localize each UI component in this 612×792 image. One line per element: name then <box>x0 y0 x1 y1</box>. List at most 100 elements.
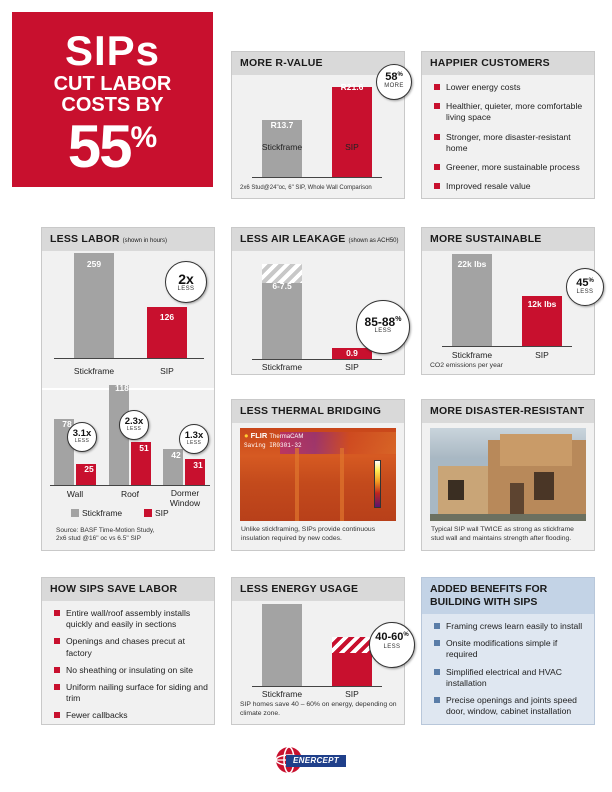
list-item: Simplified electrical and HVAC installat… <box>434 667 590 689</box>
energy-badge-big: 40-60% <box>375 631 409 643</box>
labor-roof-badge-small: LESS <box>126 425 142 432</box>
list-item: Stronger, more disaster-resistant home <box>434 132 589 154</box>
photo-upper-floor <box>500 434 572 466</box>
hero-number-percent: % <box>130 121 158 154</box>
thermal-hot-band <box>280 432 396 454</box>
hero-line3: COSTS BY <box>61 94 164 116</box>
list-item: Uniform nailing surface for siding and t… <box>54 682 210 704</box>
sustainable-bar-sip <box>522 295 562 346</box>
labor-wall-sip-value: 25 <box>84 464 94 474</box>
air-panel: LESS AIR LEAKAGE (shown as ACH50) 6-7.5 0… <box>231 227 410 375</box>
r-value-label-stickframe: R13.7 <box>270 120 294 130</box>
labor-wall-stick-value: 78 <box>62 419 72 429</box>
hero-banner: SIPs CUT LABOR COSTS BY 55% <box>12 12 213 187</box>
thermal-image: ● FLIR ThermaCAM Saving IR0301-32 <box>240 428 396 521</box>
labor-source: Source: BASF Time-Motion Study, 2x6 stud … <box>56 527 155 543</box>
sustainable-label-stickframe: 22k lbs <box>457 259 487 269</box>
labor-roof-badge-big: 2.3x <box>124 416 144 427</box>
labor-bar-dormer-stickframe <box>163 449 183 485</box>
list-item: Framing crews learn easily to install <box>434 621 590 632</box>
r-value-badge: 58% MORE <box>376 64 412 100</box>
labor-subtitle: (shown in hours) <box>122 238 168 244</box>
labor-cat-sip: SIP <box>160 366 174 376</box>
sustainable-label-sip: 12k lbs <box>527 299 557 309</box>
labor-bar-stickframe <box>74 253 114 358</box>
labor-top-axis <box>54 358 204 359</box>
legend-label-sip: SIP <box>155 508 169 518</box>
labor-top-badge: 2x LESS <box>165 261 207 303</box>
how-panel: HOW SIPS SAVE LABOR Entire wall/roof ass… <box>41 577 215 725</box>
energy-badge: 40-60% LESS <box>369 622 415 668</box>
sustainable-cat-stickframe: Stickframe <box>451 350 493 360</box>
labor-roof-badge: 2.3x LESS <box>119 410 149 440</box>
flame-icon: ● <box>244 431 249 440</box>
list-item: Lower energy costs <box>434 82 589 93</box>
bullet-icon <box>434 183 440 190</box>
thermal-stud-line <box>340 448 344 521</box>
labor-roof-stick-value: 118 <box>115 383 129 393</box>
bullet-icon <box>434 133 440 140</box>
energy-panel: LESS ENERGY USAGE Stickframe SIP SIP hom… <box>231 577 415 725</box>
customers-title: HAPPIER CUSTOMERS <box>422 52 594 75</box>
energy-cat-sip: SIP <box>345 689 359 699</box>
r-value-note: 2x6 Stud@24"oc, 6" SIP, Whole Wall Compa… <box>240 185 372 191</box>
air-bar-sip <box>332 347 372 359</box>
bullet-icon <box>54 683 60 690</box>
r-value-bar-stickframe <box>262 120 302 177</box>
customers-panel: HAPPIER CUSTOMERS Lower energy costs Hea… <box>421 51 595 199</box>
labor-top-badge-small: LESS <box>177 286 195 292</box>
labor-bar-wall-sip <box>76 463 96 485</box>
labor-dormer-badge-small: LESS <box>186 439 202 446</box>
hero-number-value: 55 <box>67 113 133 180</box>
r-value-panel: MORE R-VALUE R13.7 R21.6 Stickframe SIP … <box>231 51 412 199</box>
r-value-label-sip: R21.6 <box>340 82 364 92</box>
labor-panel: LESS LABOR (shown in hours) 259 126 Stick… <box>41 227 215 551</box>
r-value-badge-small: MORE <box>384 83 404 89</box>
air-cat-sip: SIP <box>345 362 359 372</box>
enercept-logo: ENERCEPT <box>274 745 348 775</box>
labor-dormer-sip-value: 31 <box>193 460 203 470</box>
thermal-title: LESS THERMAL BRIDGING <box>232 400 404 423</box>
sustainable-badge-small: LESS <box>576 289 594 295</box>
labor-cat-dormer: Dormer Window <box>169 488 201 508</box>
labor-value-stickframe: 259 <box>86 259 102 269</box>
disaster-panel: MORE DISASTER-RESISTANT Typical SIP wall… <box>421 399 595 551</box>
disaster-title: MORE DISASTER-RESISTANT <box>422 400 594 423</box>
energy-axis <box>252 686 382 687</box>
how-title: HOW SIPS SAVE LABOR <box>42 578 214 601</box>
photo-door <box>510 483 524 521</box>
sustainable-panel: MORE SUSTAINABLE 22k lbs 12k lbs Stickfr… <box>421 227 604 375</box>
air-badge: 85-88% LESS <box>356 300 410 354</box>
air-axis <box>252 359 382 360</box>
labor-dormer-badge: 1.3x LESS <box>179 424 209 454</box>
list-item: Onsite modifications simple if required <box>434 638 590 660</box>
thermal-scale-bar <box>374 460 381 508</box>
bullet-icon <box>54 712 60 719</box>
r-value-cat-stickframe: Stickframe <box>261 142 303 152</box>
bullet-icon <box>434 623 440 629</box>
how-list: Entire wall/roof assembly installs quick… <box>54 608 210 727</box>
labor-dormer-badge-big: 1.3x <box>184 430 204 441</box>
labor-bar-roof-stickframe <box>109 385 129 485</box>
labor-top-badge-big: 2x <box>178 271 194 287</box>
photo-window-right <box>534 472 554 500</box>
list-item: Precise openings and joints speed door, … <box>434 695 590 717</box>
labor-bar-dormer-sip <box>185 458 205 485</box>
list-item: Entire wall/roof assembly installs quick… <box>54 608 210 630</box>
thermal-panel: LESS THERMAL BRIDGING ● FLIR ThermaCAM S… <box>231 399 405 551</box>
air-label-sip: 0.9 <box>346 348 358 358</box>
bullet-icon <box>434 640 440 647</box>
air-badge-small: LESS <box>374 328 392 334</box>
bullet-icon <box>54 666 60 673</box>
benefits-title: ADDED BENEFITS FOR BUILDING WITH SIPS <box>422 578 594 614</box>
sustainable-badge-big: 45% <box>576 277 594 289</box>
air-badge-big: 85-88% <box>364 315 402 329</box>
thermal-stud-line <box>295 448 299 521</box>
energy-title: LESS ENERGY USAGE <box>232 578 404 601</box>
labor-bar-sip <box>147 306 187 358</box>
labor-cat-stickframe: Stickframe <box>73 366 115 376</box>
list-item: Fewer callbacks <box>54 710 210 721</box>
hero-line1: SIPs <box>64 27 161 74</box>
bullet-icon <box>54 638 60 645</box>
bullet-icon <box>54 610 60 616</box>
